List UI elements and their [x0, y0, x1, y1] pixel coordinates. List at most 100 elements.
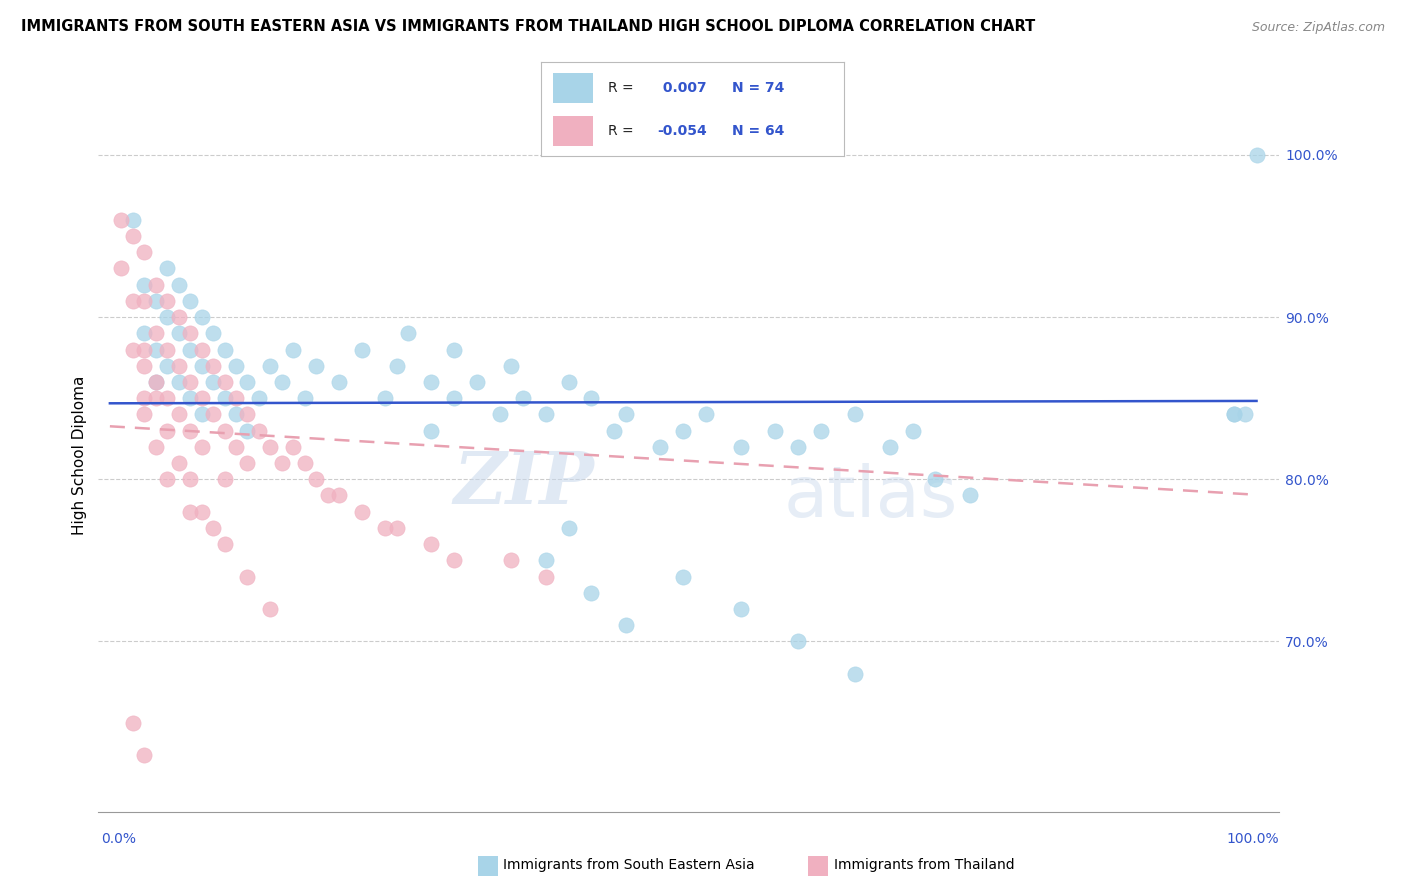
Point	[167, 359, 190, 373]
Point	[283, 440, 305, 454]
Point	[352, 505, 374, 519]
Point	[190, 391, 212, 405]
Point	[672, 569, 695, 583]
Point	[202, 326, 225, 341]
Point	[328, 375, 350, 389]
Point	[1222, 408, 1244, 422]
Point	[420, 424, 443, 438]
Point	[190, 440, 212, 454]
Point	[214, 472, 236, 486]
Point	[145, 391, 167, 405]
Point	[247, 391, 270, 405]
Point	[156, 359, 179, 373]
Point	[167, 310, 190, 324]
Point	[134, 326, 156, 341]
Point	[581, 586, 603, 600]
Point	[316, 488, 339, 502]
Point	[214, 343, 236, 357]
Point	[167, 326, 190, 341]
Point	[121, 293, 143, 308]
Point	[236, 375, 259, 389]
Point	[374, 391, 396, 405]
Point	[190, 408, 212, 422]
Point	[134, 293, 156, 308]
Text: N = 74: N = 74	[731, 81, 785, 95]
Point	[214, 537, 236, 551]
Text: R =: R =	[607, 81, 634, 95]
Text: 0.0%: 0.0%	[101, 832, 136, 846]
Text: ZIP: ZIP	[454, 448, 595, 519]
Point	[145, 375, 167, 389]
Point	[179, 375, 201, 389]
Point	[730, 602, 752, 616]
Point	[145, 343, 167, 357]
Point	[259, 359, 281, 373]
Point	[810, 424, 832, 438]
Point	[534, 569, 557, 583]
Point	[202, 521, 225, 535]
Point	[214, 375, 236, 389]
Point	[145, 375, 167, 389]
Point	[236, 456, 259, 470]
Point	[167, 277, 190, 292]
Point	[557, 375, 579, 389]
Point	[259, 602, 281, 616]
Point	[179, 472, 201, 486]
Text: IMMIGRANTS FROM SOUTH EASTERN ASIA VS IMMIGRANTS FROM THAILAND HIGH SCHOOL DIPLO: IMMIGRANTS FROM SOUTH EASTERN ASIA VS IM…	[21, 20, 1035, 34]
Point	[179, 391, 201, 405]
Point	[190, 310, 212, 324]
Point	[121, 229, 143, 244]
Point	[156, 261, 179, 276]
Bar	[554, 73, 593, 103]
Point	[786, 634, 808, 648]
Point	[134, 343, 156, 357]
Point	[156, 472, 179, 486]
Point	[156, 310, 179, 324]
Point	[225, 408, 247, 422]
Point	[305, 359, 328, 373]
Point	[603, 424, 626, 438]
Point	[581, 391, 603, 405]
Text: atlas: atlas	[783, 463, 957, 533]
Point	[501, 359, 523, 373]
Point	[167, 375, 190, 389]
Point	[202, 359, 225, 373]
Point	[270, 375, 292, 389]
Point	[730, 440, 752, 454]
Point	[557, 521, 579, 535]
Point	[385, 359, 408, 373]
Point	[501, 553, 523, 567]
Point	[512, 391, 534, 405]
Point	[190, 343, 212, 357]
Point	[167, 408, 190, 422]
Point	[225, 391, 247, 405]
Point	[179, 326, 201, 341]
Point	[420, 375, 443, 389]
Point	[294, 456, 316, 470]
Point	[420, 537, 443, 551]
Point	[134, 408, 156, 422]
Point	[156, 391, 179, 405]
Point	[179, 505, 201, 519]
Point	[190, 505, 212, 519]
Point	[650, 440, 672, 454]
Point	[225, 359, 247, 373]
Point	[901, 424, 924, 438]
Point	[134, 245, 156, 260]
Point	[214, 424, 236, 438]
Point	[145, 293, 167, 308]
Point	[534, 553, 557, 567]
Point	[352, 343, 374, 357]
Point	[110, 212, 132, 227]
Point	[145, 326, 167, 341]
Point	[145, 440, 167, 454]
Point	[443, 391, 465, 405]
Point	[465, 375, 488, 389]
Point	[179, 343, 201, 357]
Point	[156, 343, 179, 357]
Point	[959, 488, 981, 502]
Point	[156, 424, 179, 438]
Point	[214, 391, 236, 405]
Point	[844, 666, 866, 681]
Point	[145, 277, 167, 292]
